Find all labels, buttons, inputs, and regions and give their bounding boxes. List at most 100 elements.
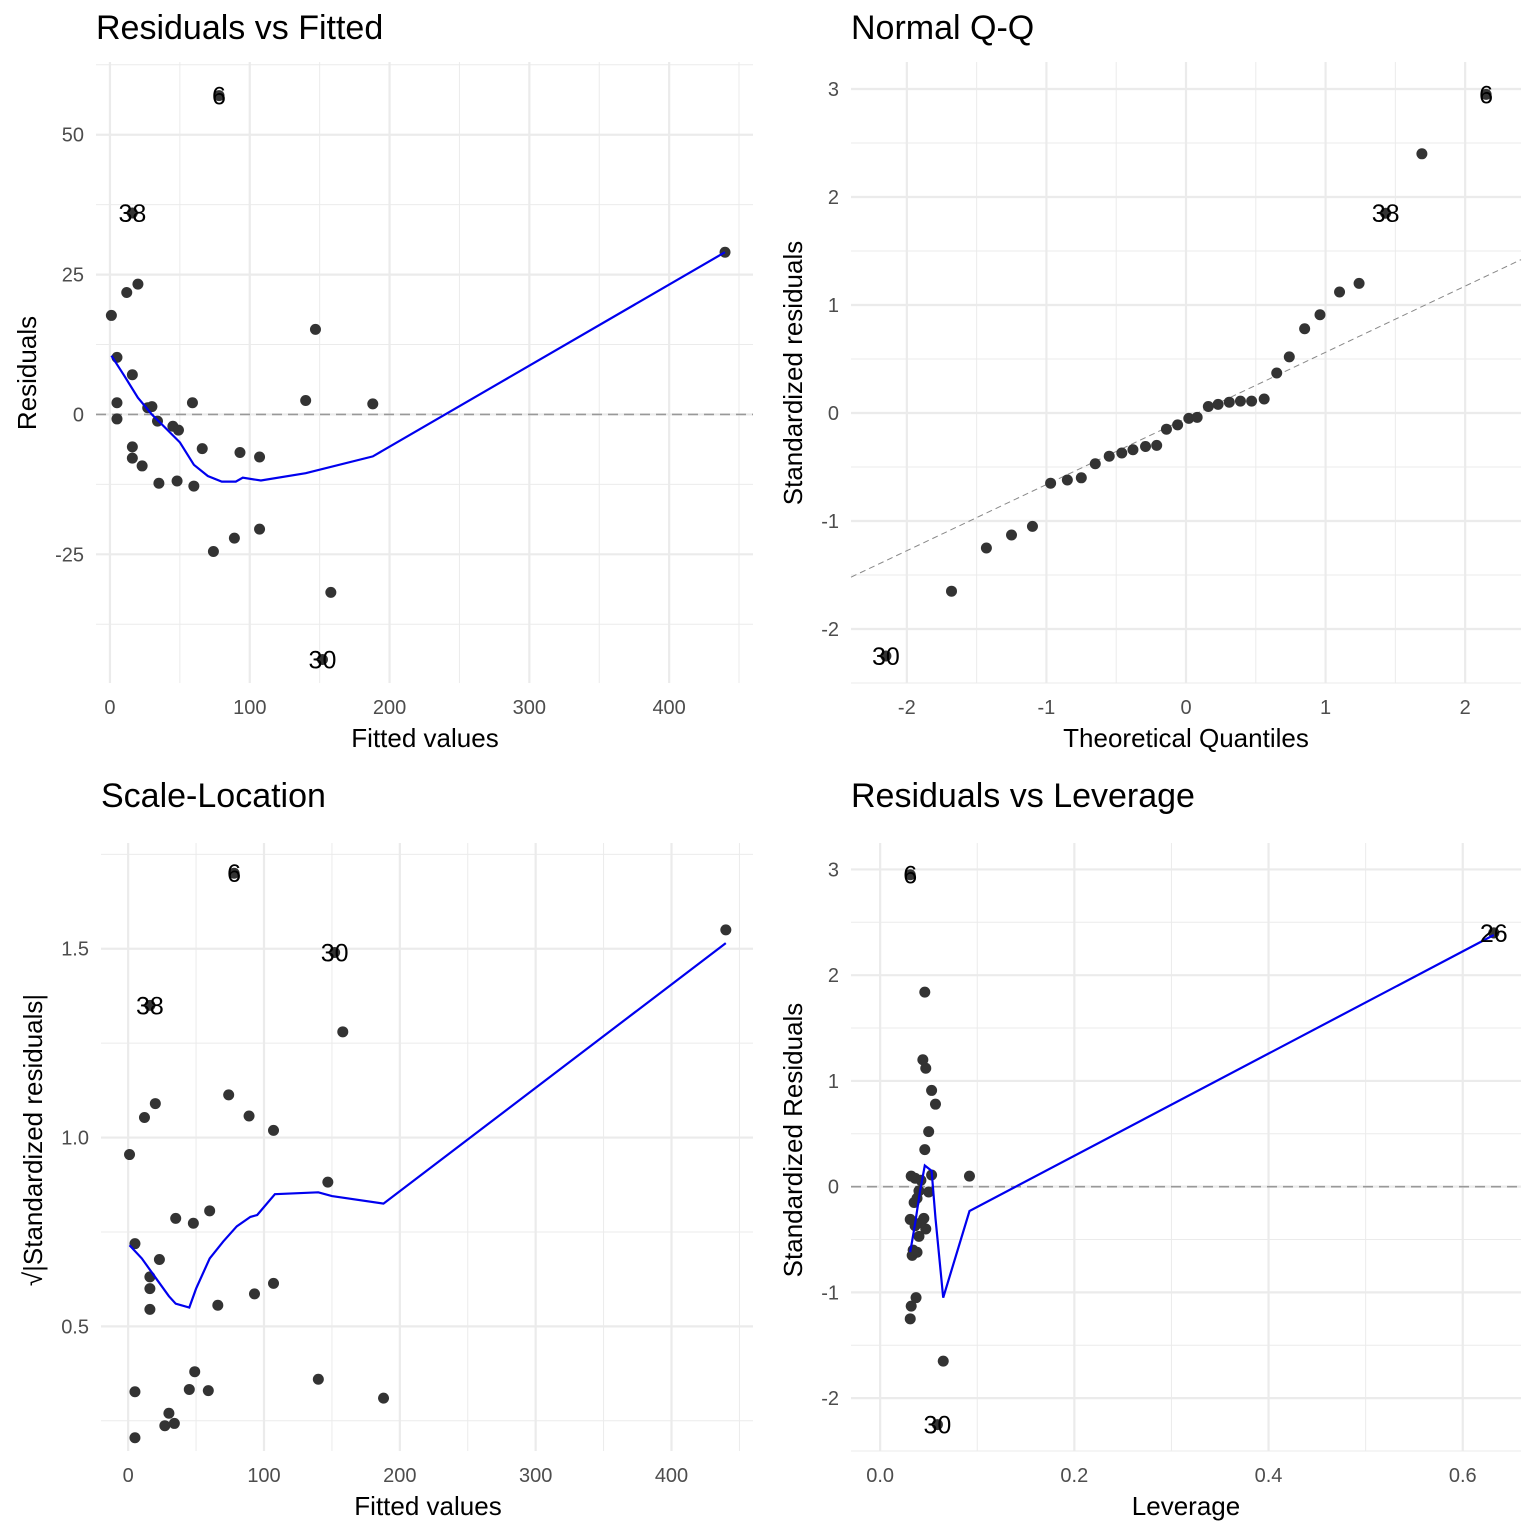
y-tick-label: 50 bbox=[62, 125, 84, 147]
x-tick-label: -2 bbox=[898, 697, 916, 719]
data-point bbox=[905, 1300, 917, 1312]
labeled-data-point bbox=[228, 867, 240, 879]
data-point bbox=[919, 986, 931, 998]
data-point bbox=[146, 401, 158, 413]
y-tick-label: 0.5 bbox=[61, 1316, 89, 1338]
data-point bbox=[1246, 395, 1258, 407]
y-axis-label-radical: √ bbox=[18, 1271, 48, 1286]
data-point bbox=[910, 1292, 922, 1304]
data-point bbox=[187, 1217, 199, 1229]
labeled-data-point bbox=[931, 1419, 943, 1431]
data-point bbox=[149, 1098, 161, 1110]
data-point bbox=[171, 475, 183, 487]
data-point bbox=[1045, 477, 1057, 489]
panel-residuals-vs-fitted: Residuals vs Fitted 0 100 200 300 400 -25 0 25 5… bbox=[12, 9, 753, 753]
data-point bbox=[138, 1112, 150, 1124]
data-point bbox=[254, 523, 266, 535]
data-point bbox=[913, 1230, 925, 1242]
x-tick-label: 100 bbox=[247, 1465, 280, 1487]
data-point bbox=[105, 309, 117, 321]
x-tick-label: -1 bbox=[1038, 697, 1056, 719]
data-point bbox=[963, 1170, 975, 1182]
chart-title: Scale-Location bbox=[101, 777, 326, 815]
data-point bbox=[919, 1144, 931, 1156]
data-point bbox=[136, 460, 148, 472]
data-point bbox=[248, 1288, 260, 1300]
x-tick-label: 200 bbox=[383, 1465, 416, 1487]
labeled-data-point bbox=[329, 947, 341, 959]
x-tick-label: 0.2 bbox=[1060, 1465, 1088, 1487]
y-tick-label: -25 bbox=[55, 544, 84, 566]
x-axis-label: Fitted values bbox=[351, 723, 498, 753]
point-label: 30 bbox=[309, 647, 337, 675]
data-point bbox=[1172, 419, 1184, 431]
x-tick-label: 200 bbox=[373, 697, 406, 719]
data-point bbox=[907, 1244, 919, 1256]
x-tick-label: 400 bbox=[655, 1465, 688, 1487]
data-point bbox=[183, 1383, 195, 1395]
y-tick-label: -1 bbox=[821, 1282, 839, 1304]
data-point bbox=[923, 1126, 935, 1138]
x-tick-label: 2 bbox=[1460, 697, 1471, 719]
y-tick-label: 3 bbox=[828, 859, 839, 881]
data-point bbox=[1127, 444, 1139, 456]
labeled-data-point bbox=[126, 207, 138, 219]
data-point bbox=[937, 1355, 949, 1367]
data-point bbox=[1223, 396, 1235, 408]
data-point bbox=[1103, 450, 1115, 462]
data-point bbox=[980, 542, 992, 554]
data-point bbox=[144, 1283, 156, 1295]
x-tick-label: 1 bbox=[1320, 697, 1331, 719]
data-point bbox=[1271, 367, 1283, 379]
point-label: 6 bbox=[227, 860, 241, 888]
data-point bbox=[268, 1277, 280, 1289]
y-axis-label: Standardized residuals bbox=[778, 241, 808, 506]
y-tick-label: 2 bbox=[828, 965, 839, 987]
x-axis-label: Theoretical Quantiles bbox=[1063, 723, 1309, 753]
point-label: 6 bbox=[212, 83, 226, 111]
data-point bbox=[111, 397, 123, 409]
data-point bbox=[1283, 351, 1295, 363]
data-point bbox=[923, 1186, 935, 1198]
x-tick-label: 300 bbox=[519, 1465, 552, 1487]
data-point bbox=[378, 1392, 390, 1404]
point-label: 38 bbox=[136, 992, 164, 1020]
data-point bbox=[1334, 286, 1346, 298]
point-label: 6 bbox=[1479, 81, 1493, 109]
x-tick-label: 300 bbox=[513, 697, 546, 719]
data-point bbox=[163, 1407, 175, 1419]
x-tick-label: 0.6 bbox=[1449, 1465, 1477, 1487]
data-point bbox=[170, 1212, 182, 1224]
data-point bbox=[159, 1420, 171, 1432]
data-point bbox=[1212, 398, 1224, 410]
data-point bbox=[129, 1386, 141, 1398]
data-point bbox=[234, 447, 246, 459]
chart-title: Normal Q-Q bbox=[851, 9, 1034, 47]
y-tick-label: -1 bbox=[821, 511, 839, 533]
chart-title: Residuals vs Leverage bbox=[851, 777, 1195, 815]
x-tick-label: 0 bbox=[1180, 697, 1191, 719]
data-point bbox=[207, 546, 219, 558]
data-point bbox=[168, 1417, 180, 1429]
data-point bbox=[1202, 401, 1214, 413]
y-tick-label: -2 bbox=[821, 619, 839, 641]
point-label: 38 bbox=[1372, 200, 1400, 228]
data-point bbox=[905, 1170, 917, 1182]
data-point bbox=[172, 424, 184, 436]
data-point bbox=[367, 398, 379, 410]
y-tick-label: 2 bbox=[828, 187, 839, 209]
y-tick-label: 25 bbox=[62, 265, 84, 287]
data-point bbox=[126, 369, 138, 381]
data-point bbox=[1191, 411, 1203, 423]
x-tick-label: 400 bbox=[652, 697, 685, 719]
y-tick-label: 0 bbox=[73, 404, 84, 426]
data-point bbox=[1234, 395, 1246, 407]
data-point bbox=[1006, 529, 1018, 541]
y-tick-label: 3 bbox=[828, 79, 839, 101]
x-axis-label: Fitted values bbox=[354, 1491, 501, 1521]
data-point bbox=[204, 1205, 216, 1217]
data-point bbox=[917, 1054, 929, 1066]
data-point bbox=[920, 1062, 932, 1074]
data-point bbox=[1089, 458, 1101, 470]
